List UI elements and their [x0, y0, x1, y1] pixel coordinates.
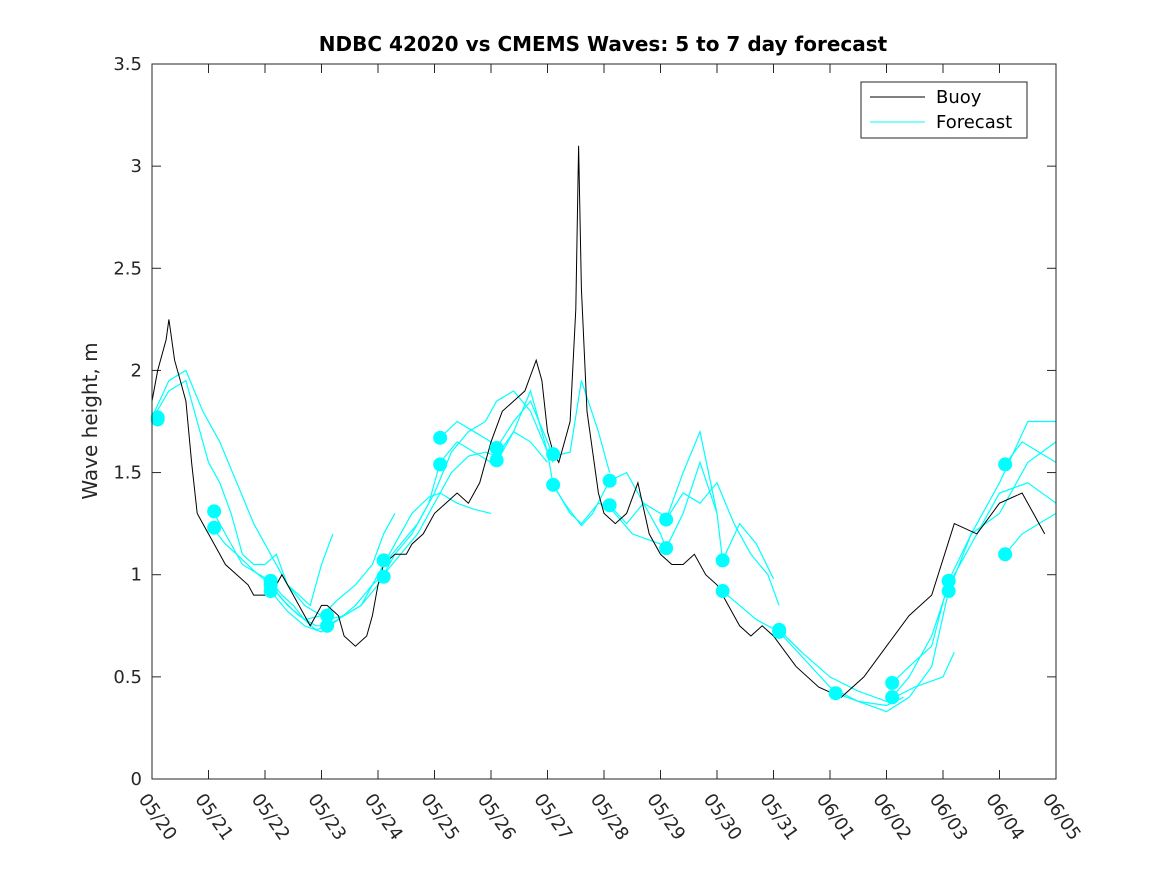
forecast-line — [552, 429, 718, 527]
chart-title: NDBC 42020 vs CMEMS Waves: 5 to 7 day fo… — [319, 32, 888, 56]
y-tick-label: 1.5 — [113, 463, 142, 484]
forecast-marker — [715, 553, 730, 568]
y-tick-label: 0.5 — [113, 667, 142, 688]
forecast-marker — [772, 624, 787, 639]
y-tick-label: 3.5 — [113, 54, 142, 75]
forecast-line — [151, 379, 334, 607]
x-tick-label: 06/02 — [868, 790, 915, 845]
y-tick-label: 2.5 — [113, 258, 142, 279]
forecast-marker — [433, 430, 448, 445]
forecast-marker — [207, 520, 222, 535]
x-tick-label: 06/01 — [812, 790, 859, 845]
forecast-line — [609, 460, 775, 580]
y-axis-label: Wave height, m — [78, 342, 102, 499]
forecast-marker — [715, 584, 730, 599]
y-tick-label: 1 — [131, 565, 142, 586]
forecast-marker — [320, 608, 335, 623]
forecast-marker — [546, 447, 561, 462]
forecast-line — [383, 430, 548, 576]
forecast-marker — [998, 457, 1013, 472]
forecast-marker — [320, 618, 335, 633]
x-tick-label: 05/20 — [134, 790, 181, 845]
y-tick-label: 3 — [131, 156, 142, 177]
forecast-marker — [602, 498, 617, 513]
forecast-marker — [489, 441, 504, 456]
forecast-line — [151, 369, 322, 617]
x-tick-label: 05/22 — [247, 790, 294, 845]
forecast-marker — [828, 686, 843, 701]
x-tick-label: 05/23 — [303, 790, 350, 845]
legend-buoy-label: Buoy — [936, 87, 982, 108]
forecast-line — [722, 590, 904, 707]
x-tick-label: 05/26 — [473, 790, 520, 845]
forecast-marker — [207, 504, 222, 519]
legend-box — [860, 81, 1028, 139]
x-tick-label: 05/30 — [699, 790, 746, 845]
forecast-marker — [941, 584, 956, 599]
forecast-line — [665, 481, 780, 606]
forecast-line — [891, 482, 1057, 698]
x-tick-label: 05/28 — [586, 790, 633, 845]
x-tick-label: 05/25 — [416, 790, 463, 845]
forecast-marker — [376, 553, 391, 568]
forecast-line — [439, 380, 611, 473]
forecast-line — [270, 513, 396, 621]
forecast-line — [1004, 441, 1057, 465]
forecast-line — [496, 389, 661, 545]
x-tick-label: 05/31 — [755, 790, 802, 845]
forecast-marker — [659, 541, 674, 556]
x-tick-label: 05/27 — [529, 790, 576, 845]
legend: Buoy Forecast — [860, 81, 1028, 139]
forecast-marker — [546, 477, 561, 492]
x-tick-label: 06/03 — [925, 790, 972, 845]
forecast-marker — [150, 410, 165, 425]
legend-forecast-label: Forecast — [936, 112, 1012, 133]
forecast-line — [383, 390, 554, 565]
x-tick-label: 05/24 — [360, 790, 407, 845]
forecast-line — [326, 492, 492, 627]
x-tick-label: 05/29 — [642, 790, 689, 845]
plot-area — [152, 64, 1056, 779]
x-tick-label: 06/05 — [1038, 790, 1085, 845]
forecast-marker — [885, 690, 900, 705]
forecast-line — [891, 441, 1057, 684]
forecast-line — [1004, 512, 1057, 555]
y-tick-label: 0 — [131, 769, 142, 790]
forecast-marker — [263, 584, 278, 599]
x-tick-label: 06/04 — [981, 790, 1028, 845]
plot-box — [151, 63, 1057, 780]
y-axis-label-group: Wave height, m — [78, 342, 102, 499]
forecast-marker — [659, 512, 674, 527]
forecast-marker — [885, 675, 900, 690]
forecast-line — [778, 629, 955, 703]
buoy-line — [151, 145, 1046, 698]
forecast-marker — [998, 547, 1013, 562]
x-tick-label: 05/21 — [190, 790, 237, 845]
forecast-marker — [376, 569, 391, 584]
forecast-marker — [602, 473, 617, 488]
data-layer — [150, 145, 1057, 713]
y-tick-label: 2 — [131, 360, 142, 381]
forecast-marker — [941, 573, 956, 588]
forecast-marker — [489, 453, 504, 468]
forecast-marker — [433, 457, 448, 472]
